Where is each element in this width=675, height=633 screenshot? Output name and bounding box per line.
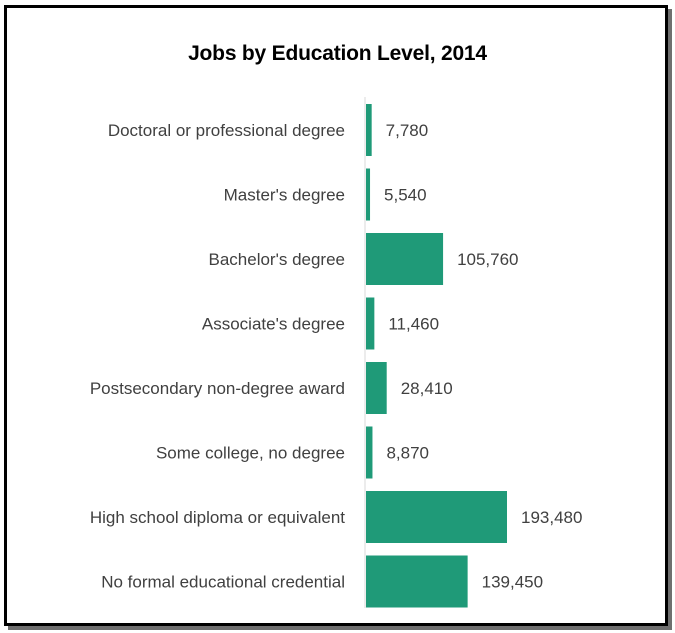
category-label: Bachelor's degree	[209, 250, 346, 269]
category-label: Some college, no degree	[156, 444, 345, 463]
category-label: High school diploma or equivalent	[90, 508, 345, 527]
category-label: Doctoral or professional degree	[108, 121, 345, 140]
value-label: 105,760	[457, 250, 518, 269]
value-label: 5,540	[384, 186, 427, 205]
value-label: 11,460	[388, 315, 439, 334]
category-label: Associate's degree	[202, 315, 345, 334]
bar	[366, 297, 375, 350]
bar	[366, 233, 444, 285]
bar	[366, 555, 468, 608]
bar	[366, 426, 373, 479]
category-label: Postsecondary non-degree award	[90, 379, 345, 398]
value-label: 193,480	[521, 508, 582, 527]
bar	[366, 491, 507, 543]
value-label: 28,410	[401, 379, 453, 398]
bar	[366, 104, 372, 156]
chart-frame	[4, 5, 668, 626]
value-label: 139,450	[482, 573, 543, 592]
bar	[366, 362, 387, 414]
category-label: Master's degree	[224, 186, 345, 205]
chart-title: Jobs by Education Level, 2014	[188, 42, 487, 65]
bar	[366, 168, 371, 221]
value-label: 7,780	[386, 121, 429, 140]
category-label: No formal educational credential	[101, 573, 345, 592]
value-label: 8,870	[386, 444, 429, 463]
